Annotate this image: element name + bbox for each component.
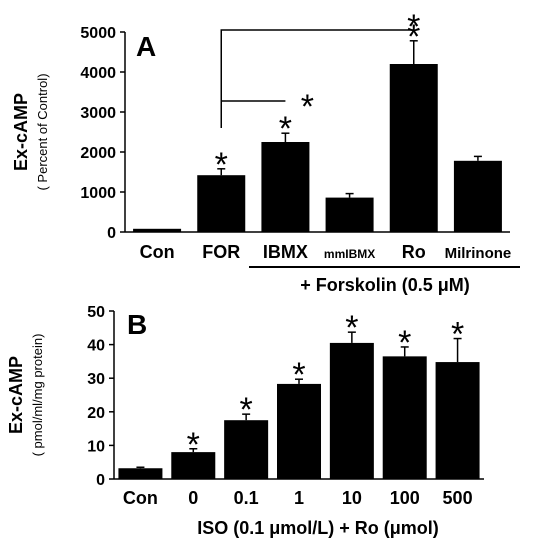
significance-star: * — [407, 18, 420, 56]
y-tick-label: 2000 — [80, 145, 116, 162]
category-label: 500 — [443, 488, 473, 508]
bar — [171, 452, 216, 479]
group-label: + Forskolin (0.5 μM) — [300, 275, 470, 295]
y-tick-label: 0 — [107, 225, 116, 242]
bar — [453, 160, 502, 232]
category-label: FOR — [202, 242, 240, 262]
y-axis-title: Ex-cAMP — [6, 356, 26, 434]
panel-a-chart: 0 1000 2000 3000 4000 5000 Ex-cAMP ( Percent of… — [11, 8, 520, 295]
bar — [325, 197, 374, 232]
y-tick-label: 20 — [87, 405, 105, 422]
category-label: 0.1 — [234, 488, 259, 508]
bar — [277, 383, 321, 479]
significance-star: * — [240, 391, 253, 429]
x-axis-title: ISO (0.1 μmol/L) + Ro (μmol) — [197, 518, 439, 538]
y-axis-subtitle: ( pmol/ml/mg protein) — [30, 334, 45, 457]
y-tick-label: 5000 — [80, 25, 116, 42]
category-label: Ro — [402, 242, 426, 262]
significance-star: * — [279, 110, 292, 148]
bracket-star-ibmx: * — [301, 88, 314, 126]
category-label: Con — [140, 242, 175, 262]
bar — [329, 342, 374, 479]
y-tick-label: 0 — [96, 472, 105, 489]
y-tick-label: 1000 — [80, 185, 116, 202]
panel-label: B — [127, 309, 147, 340]
bracket-star-ro: * — [407, 8, 420, 46]
bar — [435, 362, 480, 479]
significance-star: * — [292, 356, 305, 394]
y-axis-subtitle: ( Percent of Control) — [35, 73, 50, 190]
y-tick-label: 3000 — [80, 105, 116, 122]
category-label: 1 — [294, 488, 304, 508]
y-axis-title: Ex-cAMP — [11, 93, 31, 171]
bar — [382, 356, 427, 479]
y-tick-label: 50 — [87, 304, 105, 321]
y-tick-label: 40 — [87, 338, 105, 355]
category-label: mmIBMX — [324, 247, 375, 261]
bar — [197, 175, 246, 232]
bar — [261, 142, 310, 232]
category-label: IBMX — [263, 242, 308, 262]
category-label: Con — [123, 488, 158, 508]
significance-bracket-ro — [220, 29, 414, 101]
panel-label: A — [136, 31, 156, 62]
significance-star: * — [187, 426, 200, 464]
significance-bracket-ibmx — [220, 100, 286, 128]
category-label: 10 — [342, 488, 362, 508]
significance-star: * — [451, 316, 464, 354]
bar — [118, 468, 163, 479]
category-label: 100 — [390, 488, 420, 508]
y-tick-label: 30 — [87, 371, 105, 388]
bar — [389, 64, 438, 232]
category-label: Milrinone — [445, 245, 512, 262]
significance-star: * — [215, 146, 228, 184]
y-tick-label: 4000 — [80, 65, 116, 82]
bar — [133, 228, 182, 232]
y-tick-label: 10 — [87, 438, 105, 455]
category-label: 0 — [188, 488, 198, 508]
bar — [224, 420, 269, 479]
significance-star: * — [345, 309, 358, 347]
significance-star: * — [398, 324, 411, 362]
